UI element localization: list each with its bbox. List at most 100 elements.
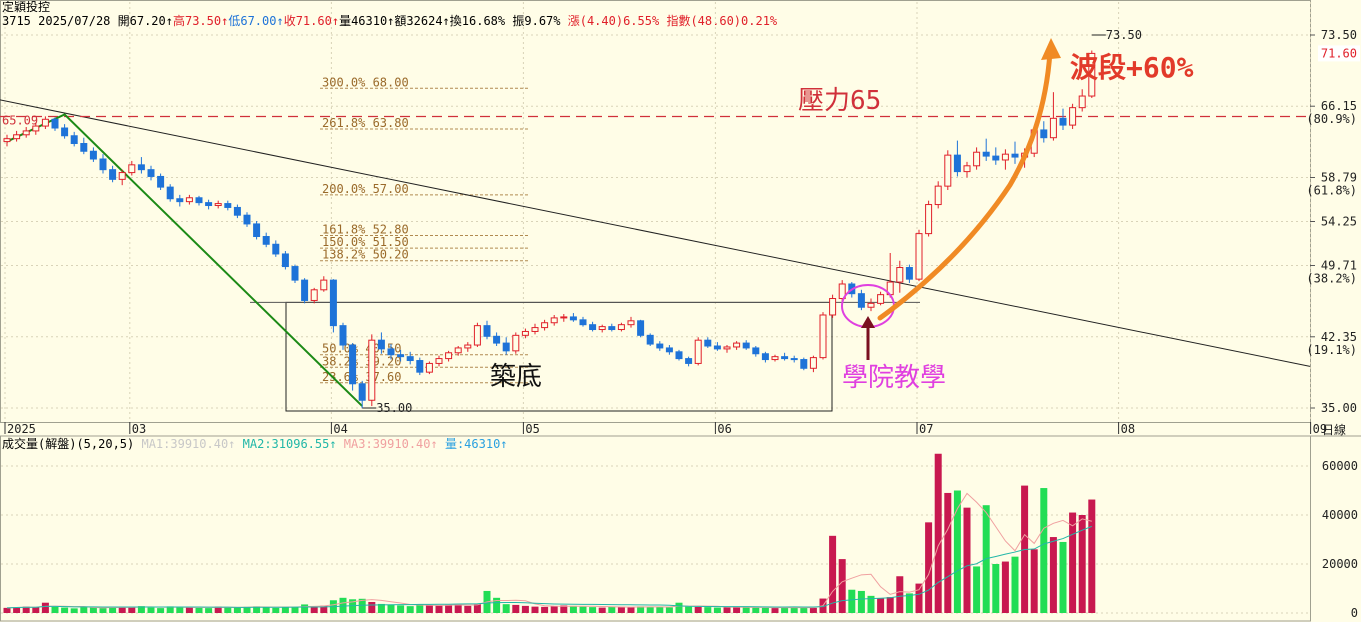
date-tick-label: 08 bbox=[1121, 422, 1135, 436]
volume-bar bbox=[128, 606, 136, 613]
volume-bar bbox=[147, 607, 155, 613]
volume-bar bbox=[656, 606, 664, 613]
volume-bar bbox=[1040, 488, 1048, 613]
volume-bar bbox=[70, 608, 78, 613]
candle-body bbox=[944, 154, 952, 187]
candle-body bbox=[1011, 153, 1019, 158]
candle-body bbox=[13, 134, 21, 140]
price-frame bbox=[0, 0, 1311, 423]
volume-bar bbox=[867, 595, 875, 613]
candle-body bbox=[387, 348, 395, 356]
fib-level-label: 23.6% 37.60 bbox=[322, 370, 401, 384]
date-tick-label: 2025 bbox=[7, 422, 36, 436]
quote-date: 2025/07/28 bbox=[38, 14, 111, 28]
candle-body bbox=[541, 322, 549, 329]
volume-bar bbox=[1059, 541, 1067, 613]
candle-body bbox=[397, 354, 405, 358]
volume-bar bbox=[512, 604, 520, 613]
date-tick-label: 07 bbox=[919, 422, 933, 436]
price-tick-label: 58.79 bbox=[1321, 171, 1357, 185]
volume-bar bbox=[646, 607, 654, 613]
candle-body bbox=[752, 347, 760, 355]
candle-body bbox=[425, 362, 433, 373]
volume-bar bbox=[934, 453, 942, 613]
volume-bar bbox=[1011, 556, 1019, 613]
candle-body bbox=[176, 198, 184, 203]
candle-body bbox=[416, 360, 424, 373]
volume-bar bbox=[925, 522, 933, 613]
fib-level-label: 150.0% 51.50 bbox=[322, 235, 409, 249]
volume-bar bbox=[848, 589, 856, 613]
candle-body bbox=[99, 158, 107, 171]
volume-bar bbox=[310, 606, 318, 613]
index-value: 指數(48.60)0.21% bbox=[666, 14, 778, 28]
volume-bar bbox=[761, 607, 769, 613]
candle-body bbox=[349, 344, 357, 385]
price-tick-label: 42.35 bbox=[1321, 330, 1357, 344]
volume-bar bbox=[617, 606, 625, 613]
candle-body bbox=[867, 302, 875, 308]
volume-bar bbox=[224, 607, 232, 613]
candle-body bbox=[1059, 117, 1067, 126]
volume-bar bbox=[99, 608, 107, 613]
descending-trendline bbox=[0, 99, 1311, 367]
candle-body bbox=[377, 339, 385, 350]
change-value: 漲(4.40)6.55% bbox=[567, 14, 660, 28]
start-price-label: 65.09 bbox=[2, 113, 38, 127]
high-label: 73.50 bbox=[1106, 28, 1142, 42]
volume-bar bbox=[435, 605, 443, 613]
volume-bars bbox=[3, 453, 1096, 613]
candle-body bbox=[310, 289, 318, 301]
candle-body bbox=[896, 267, 904, 283]
candle-body bbox=[723, 346, 731, 350]
volume-bar bbox=[608, 606, 616, 613]
candle-body bbox=[617, 324, 625, 331]
candle-body bbox=[877, 294, 885, 304]
volume-tick-label: 0 bbox=[1351, 606, 1358, 620]
volume-bar bbox=[89, 607, 97, 613]
volume-bar bbox=[541, 606, 549, 613]
price-tick-label: 73.50 bbox=[1321, 28, 1357, 42]
volume-bar bbox=[118, 607, 126, 613]
candle-body bbox=[51, 118, 59, 129]
volume-bar bbox=[973, 566, 981, 613]
candle-body bbox=[704, 339, 712, 347]
date-tick-label: 06 bbox=[717, 422, 731, 436]
candle-body bbox=[262, 236, 270, 245]
breakout-arrow-head bbox=[861, 316, 875, 328]
volume-bar bbox=[205, 608, 213, 613]
volume-bar bbox=[800, 607, 808, 613]
volume-bar bbox=[598, 607, 606, 613]
candle-body bbox=[253, 223, 261, 238]
volume-bar bbox=[589, 607, 597, 613]
fib-level-label: 261.8% 63.80 bbox=[322, 116, 409, 130]
candle-body bbox=[301, 279, 309, 301]
candle-body bbox=[665, 347, 673, 353]
volume-bar bbox=[41, 602, 49, 613]
fibonacci-levels: 300.0% 68.00 261.8% 63.80 200.0% 57.00 161.… bbox=[320, 75, 528, 384]
volume-bar bbox=[377, 603, 385, 613]
price-tick-label: 35.00 bbox=[1321, 401, 1357, 415]
volume-bar bbox=[80, 607, 88, 613]
candle-body bbox=[781, 356, 789, 360]
candle-body bbox=[473, 325, 481, 346]
volume-bar bbox=[1030, 549, 1038, 613]
volume-bar bbox=[473, 603, 481, 613]
volume-bar bbox=[13, 607, 21, 613]
candle-body bbox=[185, 197, 193, 203]
candle-body bbox=[483, 325, 491, 337]
volume-bar bbox=[838, 559, 846, 613]
volume-bar bbox=[742, 607, 750, 613]
candle-body bbox=[713, 345, 721, 350]
candle-body bbox=[243, 214, 251, 225]
volume-bar bbox=[790, 607, 798, 613]
candle-body bbox=[915, 233, 923, 280]
volume-ma2-line bbox=[6, 525, 1092, 609]
candle-body bbox=[809, 357, 817, 369]
candle-body bbox=[502, 342, 510, 352]
volume-bar bbox=[176, 607, 184, 613]
candle-body bbox=[829, 298, 837, 316]
volume-bar bbox=[1049, 537, 1057, 613]
